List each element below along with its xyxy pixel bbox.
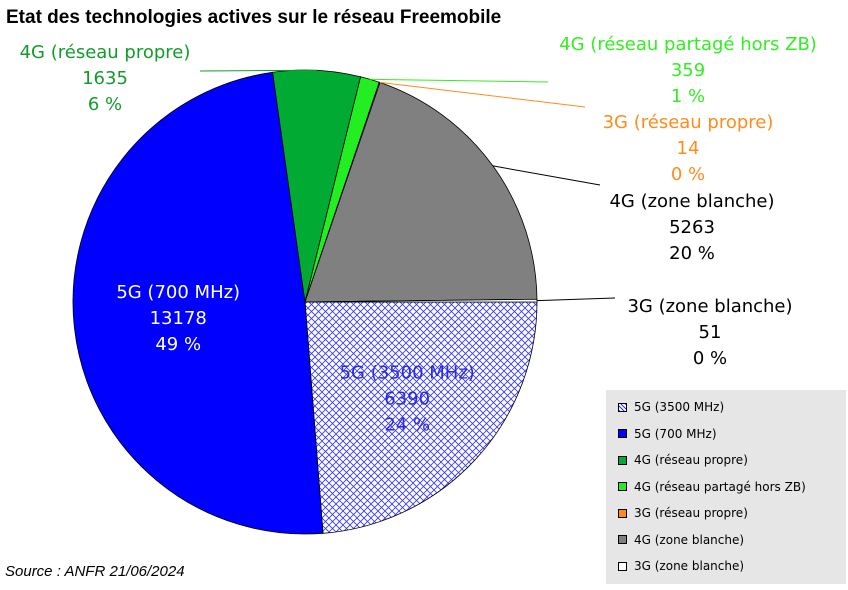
pie-slice-5g-700-mhz <box>72 71 324 535</box>
data-label-4g-reseau-partage-hors-zb-name: 4G (réseau partagé hors ZB) <box>559 34 817 55</box>
chart-title: Etat des technologies actives sur le rés… <box>6 7 502 28</box>
legend-label-4g-reseau-partage-hors-zb: 4G (réseau partagé hors ZB) <box>634 479 806 494</box>
leader-line-3g-reseau-propre <box>379 81 586 108</box>
data-label-5g-700-mhz-name: 5G (700 MHz) <box>116 282 240 303</box>
data-label-4g-reseau-partage-hors-zb-value: 359 <box>671 60 705 81</box>
chart-legend: 5G (3500 MHz) 5G (700 MHz) 4G (réseau prop… <box>606 390 846 584</box>
legend-label-4g-zone-blanche: 4G (zone blanche) <box>634 532 745 547</box>
leader-line-4g-reseau-propre <box>199 69 317 72</box>
data-label-5g-700-mhz-percent: 49 % <box>155 334 201 355</box>
data-label-3g-zone-blanche-name: 3G (zone blanche) <box>627 296 792 317</box>
data-label-3g-reseau-propre-value: 14 <box>677 138 700 159</box>
pie-slice-4g-zone-blanche <box>304 81 538 303</box>
data-label-5g-3500-mhz-value: 6390 <box>384 389 430 410</box>
data-label-3g-zone-blanche-percent: 0 % <box>693 348 727 369</box>
legend-label-3g-reseau-propre: 3G (réseau propre) <box>634 506 748 520</box>
leader-line-3g-zone-blanche <box>536 297 616 302</box>
legend-item-4g-zone-blanche: 4G (zone blanche) <box>618 531 744 549</box>
legend-label-5g-3500-mhz: 5G (3500 MHz) <box>634 400 725 414</box>
data-label-4g-zone-blanche-name: 4G (zone blanche) <box>609 191 774 212</box>
legend-swatch-4g-reseau-partage-hors-zb <box>618 482 627 491</box>
data-label-4g-zone-blanche-percent: 20 % <box>669 243 715 264</box>
data-label-4g-reseau-propre-name: 4G (réseau propre) <box>20 42 191 63</box>
source-note: Source : ANFR 21/06/2024 <box>5 563 185 580</box>
pie-slice-3g-zone-blanche <box>304 298 538 303</box>
data-label-5g-700-mhz-value: 13178 <box>150 308 207 329</box>
leader-line-4g-zone-blanche <box>492 165 601 186</box>
legend-swatch-4g-reseau-propre <box>618 455 627 465</box>
data-label-3g-reseau-propre-name: 3G (réseau propre) <box>603 112 774 133</box>
pie-slice-5g-3500-mhz <box>304 301 538 534</box>
data-label-3g-zone-blanche-value: 51 <box>699 322 722 343</box>
data-label-5g-3500-mhz-percent: 24 % <box>384 415 430 436</box>
legend-label-4g-reseau-propre: 4G (réseau propre) <box>634 453 748 467</box>
legend-item-3g-reseau-propre: 3G (réseau propre) <box>618 504 748 522</box>
data-label-4g-reseau-partage-hors-zb-percent: 1 % <box>671 86 705 107</box>
data-label-4g-zone-blanche-value: 5263 <box>669 217 715 238</box>
legend-item-3g-zone-blanche: 3G (zone blanche) <box>618 557 744 575</box>
legend-item-5g-3500-mhz: 5G (3500 MHz) <box>618 398 724 416</box>
legend-label-5g-700-mhz: 5G (700 MHz) <box>634 426 717 441</box>
leader-line-4g-reseau-partage-hors-zb <box>369 78 549 83</box>
legend-swatch-4g-zone-blanche <box>618 535 627 544</box>
legend-swatch-3g-reseau-propre <box>618 508 627 518</box>
legend-item-5g-700-mhz: 5G (700 MHz) <box>618 425 717 443</box>
data-label-4g-reseau-propre-percent: 6 % <box>88 94 122 115</box>
legend-swatch-5g-3500-mhz <box>618 402 627 412</box>
legend-swatch-5g-700-mhz <box>618 429 627 438</box>
data-label-5g-3500-mhz-name: 5G (3500 MHz) <box>340 363 475 384</box>
data-label-4g-reseau-propre-value: 1635 <box>82 68 128 89</box>
legend-label-3g-zone-blanche: 3G (zone blanche) <box>634 559 745 573</box>
data-label-3g-reseau-propre-percent: 0 % <box>671 164 705 185</box>
legend-item-4g-reseau-propre: 4G (réseau propre) <box>618 451 748 469</box>
legend-swatch-3g-zone-blanche <box>618 561 627 571</box>
legend-item-4g-reseau-partage-hors-zb: 4G (réseau partagé hors ZB) <box>618 478 806 496</box>
